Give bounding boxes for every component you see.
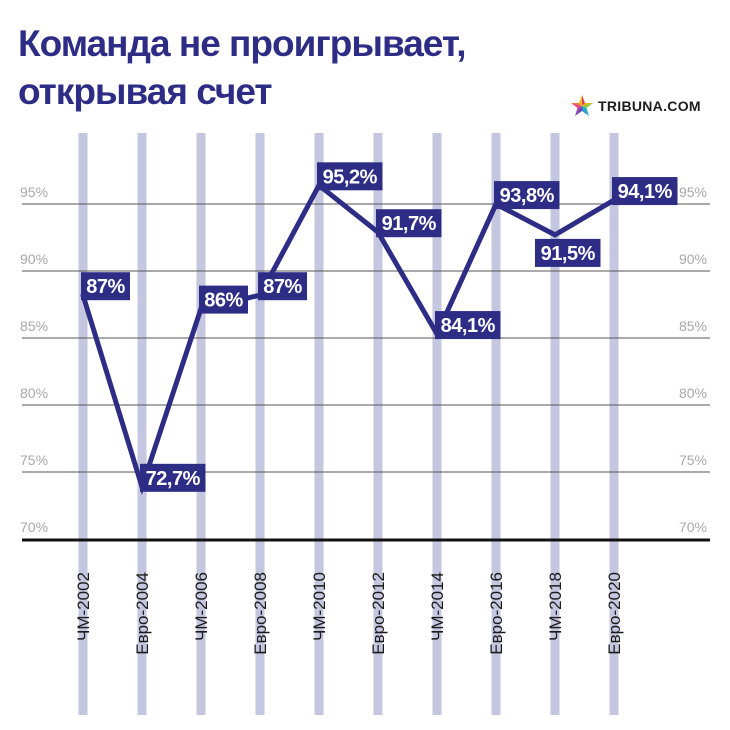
data-label-box [258, 272, 307, 301]
column-stripe [550, 133, 560, 715]
y-tick-label-right: 80% [679, 385, 707, 401]
column-stripe [491, 133, 501, 715]
data-label: 91,5% [541, 243, 596, 265]
data-label: 84,1% [441, 315, 496, 337]
column-stripe [432, 133, 442, 715]
data-label: 94,1% [618, 181, 673, 203]
brand-name: TRIBUNA.COM [598, 98, 701, 114]
data-label-box [317, 162, 383, 191]
data-label-box [140, 463, 206, 492]
data-label-box [376, 209, 442, 238]
column-stripe [137, 133, 147, 715]
x-category-label: ЧМ-2018 [546, 572, 565, 641]
data-label-box [199, 285, 248, 314]
chart-title: Команда не проигрывает, открывая счет [18, 20, 467, 116]
column-stripe [78, 133, 88, 715]
data-label: 95,2% [323, 166, 378, 188]
x-category-label: Евро-2020 [605, 572, 624, 655]
x-category-label: ЧМ-2002 [74, 572, 93, 641]
star-logo-icon [571, 95, 593, 116]
column-stripe [373, 133, 383, 715]
y-tick-label-left: 85% [20, 318, 48, 334]
y-tick-label-right: 95% [679, 184, 707, 200]
y-tick-label-right: 85% [679, 318, 707, 334]
x-category-label: Евро-2008 [251, 572, 270, 655]
data-label: 93,8% [500, 185, 555, 207]
y-tick-label-left: 70% [20, 519, 48, 535]
data-label-box [81, 272, 130, 301]
data-label-box [535, 238, 601, 267]
y-tick-label-right: 90% [679, 251, 707, 267]
data-point [552, 232, 558, 238]
x-category-label: Евро-2004 [133, 572, 152, 655]
y-tick-label-left: 95% [20, 184, 48, 200]
brand-logo: TRIBUNA.COM [570, 92, 701, 120]
title-line-2: открывая счет [18, 71, 273, 112]
x-category-label: ЧМ-2010 [310, 572, 329, 641]
data-label: 91,7% [382, 213, 437, 235]
x-category-label: ЧМ-2014 [428, 572, 447, 641]
y-tick-label-right: 70% [679, 519, 707, 535]
x-category-label: Евро-2012 [369, 572, 388, 655]
data-label-box [494, 181, 560, 210]
x-category-label: Евро-2016 [487, 572, 506, 655]
column-stripe [196, 133, 206, 715]
data-label-box [435, 311, 501, 340]
data-label-box [612, 177, 678, 206]
column-stripe [314, 133, 324, 715]
y-tick-label-left: 80% [20, 385, 48, 401]
data-label: 87% [263, 276, 302, 298]
data-label: 87% [86, 276, 125, 298]
y-tick-label-right: 75% [679, 452, 707, 468]
title-line-1: Команда не проигрывает, [18, 23, 467, 64]
column-stripe [609, 133, 619, 715]
series-line [80, 181, 616, 496]
column-stripe [255, 133, 265, 715]
data-label: 72,7% [146, 468, 201, 490]
y-tick-label-left: 90% [20, 251, 48, 267]
x-category-label: ЧМ-2006 [192, 572, 211, 641]
y-tick-label-left: 75% [20, 452, 48, 468]
data-label: 86% [204, 290, 243, 312]
